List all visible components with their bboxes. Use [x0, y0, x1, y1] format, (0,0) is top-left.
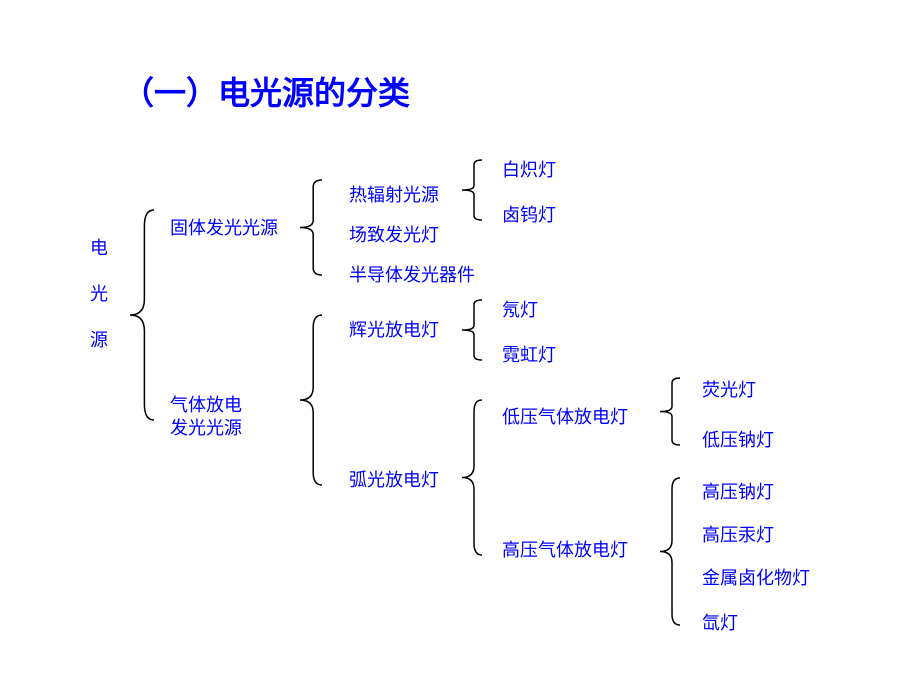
- node-halogen: 卤钨灯: [502, 205, 556, 227]
- node-root-3: 源: [90, 330, 108, 352]
- bracket: [300, 180, 322, 275]
- bracket: [462, 400, 482, 555]
- node-fluorescent: 荧光灯: [702, 380, 756, 402]
- node-thermal: 热辐射光源: [349, 185, 439, 207]
- bracket: [462, 300, 482, 360]
- node-neon-2: 霓虹灯: [502, 345, 556, 367]
- bracket: [660, 478, 680, 625]
- node-solid: 固体发光光源: [170, 218, 278, 240]
- node-metal-halide: 金属卤化物灯: [702, 568, 810, 590]
- node-low-sodium: 低压钠灯: [702, 430, 774, 452]
- node-semi: 半导体发光器件: [349, 265, 475, 287]
- bracket: [300, 315, 322, 485]
- node-arc: 弧光放电灯: [349, 470, 439, 492]
- bracket: [462, 160, 482, 220]
- bracket: [130, 210, 154, 420]
- node-high-pressure: 高压气体放电灯: [502, 540, 628, 562]
- node-low-pressure: 低压气体放电灯: [502, 407, 628, 429]
- bracket: [660, 378, 680, 445]
- node-gas-2: 发光光源: [170, 418, 242, 440]
- node-glow: 辉光放电灯: [349, 320, 439, 342]
- node-high-mercury: 高压汞灯: [702, 525, 774, 547]
- node-field: 场致发光灯: [349, 225, 439, 247]
- page-title: （一）电光源的分类: [122, 68, 410, 114]
- node-root-1: 电: [90, 238, 108, 260]
- node-neon-1: 氖灯: [502, 300, 538, 322]
- node-incandescent: 白炽灯: [502, 160, 556, 182]
- node-gas-1: 气体放电: [170, 395, 242, 417]
- node-xenon: 氙灯: [702, 613, 738, 635]
- node-high-sodium: 高压钠灯: [702, 482, 774, 504]
- node-root-2: 光: [90, 284, 108, 306]
